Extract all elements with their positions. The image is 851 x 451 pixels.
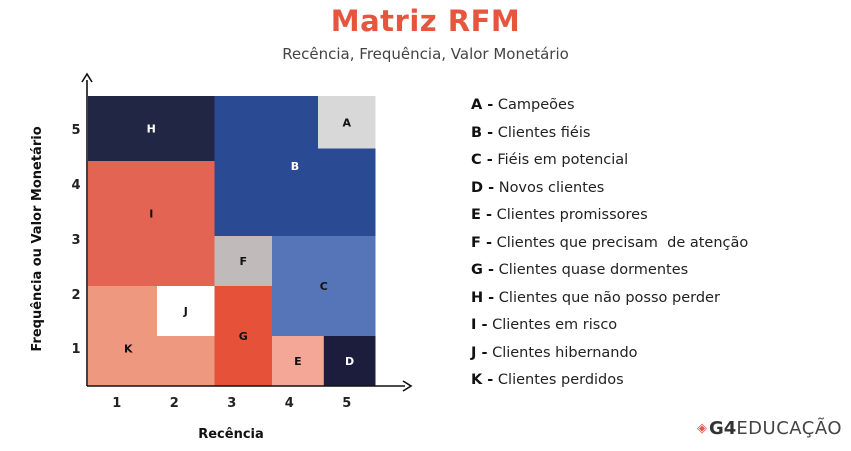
cell-label-k: K	[124, 343, 133, 356]
y-tick-label: 3	[71, 233, 80, 248]
cell-label-d: D	[345, 355, 354, 368]
y-tick-label: 4	[71, 178, 80, 193]
legend-item: C - Fiéis em potencial	[471, 149, 748, 177]
legend-code: B -	[471, 124, 494, 141]
legend-code: C -	[471, 152, 493, 168]
cell-label-c: C	[320, 280, 328, 293]
legend-code: K -	[471, 372, 494, 388]
legend-text: Campeões	[493, 97, 575, 113]
y-tick-label: 2	[71, 288, 80, 303]
legend-text: Clientes hibernando	[487, 344, 638, 361]
legend-code: H -	[471, 289, 495, 306]
y-axis-arrow-icon	[81, 72, 93, 83]
legend-text: Fiéis em potencial	[492, 152, 629, 168]
legend-item: B - Clientes fiéis	[471, 122, 748, 150]
legend-text: Clientes perdidos	[493, 372, 624, 388]
cell-g	[214, 286, 272, 386]
y-tick-labels: 1 2 3 4 5	[71, 123, 80, 357]
cell-label-i: I	[149, 208, 153, 221]
cell-h	[88, 96, 215, 161]
y-axis-title: Frequência ou Valor Monetário	[30, 126, 45, 351]
legend-item: G - Clientes quase dormentes	[471, 259, 748, 287]
brand-g4: G4	[709, 418, 737, 439]
cell-label-e: E	[294, 355, 302, 368]
legend-code: A -	[471, 97, 494, 113]
legend-code: E -	[471, 207, 492, 223]
cell-label-f: F	[239, 255, 247, 268]
x-tick-labels: 1 2 3 4 5	[112, 396, 351, 411]
legend-text: Clientes em risco	[487, 317, 618, 333]
legend-code: G -	[471, 262, 494, 278]
legend-code: F -	[471, 234, 492, 251]
legend-item: E - Clientes promissores	[471, 204, 748, 232]
x-tick-label: 3	[227, 396, 236, 411]
x-axis-arrow-icon	[402, 380, 413, 392]
legend-text: Novos clientes	[494, 179, 605, 196]
legend-item: F - Clientes que precisam de atenção	[471, 232, 748, 260]
legend-text: Clientes que não posso perder	[494, 289, 720, 306]
y-tick-label: 5	[71, 123, 80, 138]
x-axis-title: Recência	[198, 427, 264, 442]
cell-label-g: G	[239, 330, 248, 343]
x-tick-label: 2	[170, 396, 179, 411]
matrix-axes	[81, 72, 413, 392]
cell-f	[214, 236, 272, 286]
legend: A - Campeões B - Clientes fiéis C - Fiéis …	[471, 94, 748, 397]
legend-item: J - Clientes hibernando	[471, 342, 748, 370]
cell-label-b: B	[291, 160, 299, 173]
legend-item: K - Clientes perdidos	[471, 369, 748, 397]
brand-educacao: EDUCAÇÃO	[736, 418, 843, 439]
cell-label-h: H	[147, 123, 156, 136]
page-title: Matriz RFM	[330, 4, 521, 38]
x-tick-label: 1	[112, 396, 121, 411]
x-tick-label: 4	[285, 396, 294, 411]
cell-a	[318, 96, 376, 149]
cell-label-j: J	[183, 305, 188, 318]
legend-item: A - Campeões	[471, 94, 748, 122]
cell-c	[272, 236, 376, 336]
brand-logo: ◈ G4EDUCAÇÃO	[697, 418, 842, 439]
legend-item: H - Clientes que não posso perder	[471, 287, 748, 315]
g4-diamond-icon: ◈	[697, 421, 707, 436]
x-tick-label: 5	[342, 396, 351, 411]
cell-d	[323, 336, 376, 386]
page-subtitle: Recência, Frequência, Valor Monetário	[282, 45, 569, 63]
cell-label-a: A	[342, 116, 351, 129]
y-tick-label: 1	[71, 342, 80, 357]
legend-code: I -	[471, 317, 488, 333]
legend-code: J -	[471, 344, 488, 361]
legend-item: I - Clientes em risco	[471, 314, 748, 342]
cell-j	[157, 286, 215, 336]
legend-text: Clientes que precisam de atenção	[491, 234, 749, 251]
legend-item: D - Novos clientes	[471, 177, 748, 205]
legend-text: Clientes fiéis	[493, 124, 591, 141]
rfm-matrix: H I K J B A F C G E D 1 2 3 4 5 1 2 3 4 5 Recência Frequên…	[30, 72, 413, 442]
cell-i	[88, 161, 215, 286]
matrix-cells: H I K J B A F C G E D	[88, 96, 376, 386]
legend-code: D -	[471, 179, 495, 196]
legend-text: Clientes promissores	[491, 207, 648, 223]
legend-text: Clientes quase dormentes	[493, 262, 689, 278]
cell-e	[272, 336, 324, 386]
